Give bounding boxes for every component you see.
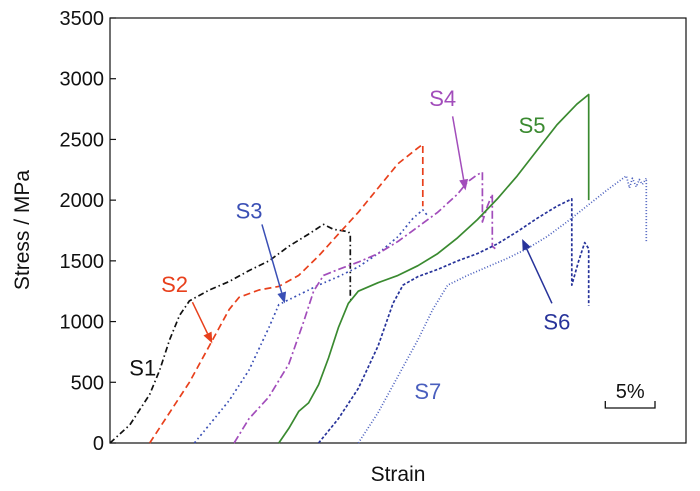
series-layer <box>109 93 648 444</box>
series-label-s1: S1 <box>129 356 156 381</box>
series-arrowhead-s4 <box>459 178 469 191</box>
series-arrowhead-s6 <box>522 239 531 251</box>
y-tick-label: 1000 <box>60 312 105 334</box>
series-label-s2: S2 <box>161 272 188 297</box>
series-label-s5: S5 <box>519 113 546 138</box>
scale-bar-line <box>604 401 656 409</box>
series-line-s3 <box>193 209 429 444</box>
y-tick-label: 0 <box>93 433 104 455</box>
series-line-s2 <box>148 143 424 444</box>
y-tick-label: 500 <box>71 372 104 394</box>
curve-label-layer: S1 S2 S3 S4 S5 S6 S7 <box>129 86 570 404</box>
x-axis-title: Strain <box>371 463 426 486</box>
series-line-s4 <box>233 171 496 444</box>
series-arrowhead-s3 <box>277 291 287 304</box>
y-axis-ticks: 0 500 1000 1500 2000 2500 3000 3500 <box>60 8 116 455</box>
plot-frame <box>109 17 687 444</box>
strain-scale-bar: 5% <box>604 381 656 409</box>
series-label-s6: S6 <box>543 310 570 335</box>
y-tick-label: 3000 <box>60 69 105 91</box>
series-arrow-s3 <box>261 224 283 293</box>
y-axis-title: Stress / MPa <box>11 170 34 291</box>
y-tick-label: 2000 <box>60 190 105 212</box>
series-arrowhead-s2 <box>203 331 213 344</box>
series-line-s7 <box>357 175 648 444</box>
scale-bar-label: 5% <box>616 381 645 403</box>
series-arrow-s6 <box>526 248 553 304</box>
y-tick-label: 2500 <box>60 129 105 151</box>
series-label-s4: S4 <box>429 86 456 111</box>
series-line-s1 <box>109 223 353 444</box>
series-arrow-s2 <box>191 301 209 334</box>
series-label-s7: S7 <box>414 379 441 404</box>
y-tick-label: 1500 <box>60 251 105 273</box>
series-label-s3: S3 <box>236 198 263 223</box>
series-arrow-s4 <box>451 116 465 180</box>
series-line-s5 <box>278 93 590 444</box>
y-tick-label: 3500 <box>60 8 105 30</box>
